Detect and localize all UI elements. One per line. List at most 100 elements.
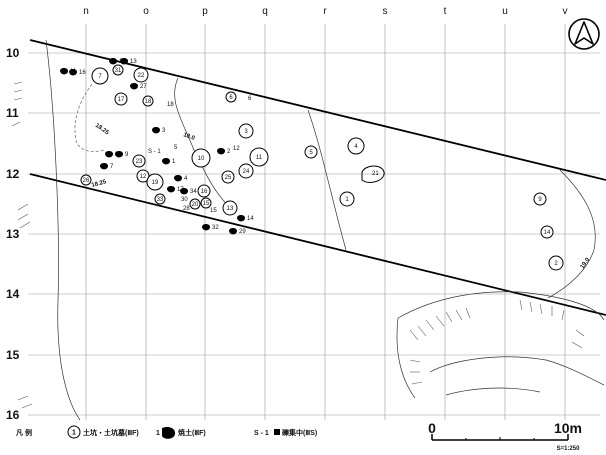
pit-marker: 16 [197,184,211,198]
scale-end-label: 10m [554,420,582,436]
legend-pit-label: 土坑・土坑墓(ⅢF) [83,428,139,437]
pit-marker: 33 [154,193,166,205]
pit-marker: 15 [200,197,212,209]
col-label-v: v [563,6,568,17]
pit-marker: 13 [222,200,238,216]
pit-marker: 17 [114,92,128,106]
burnt-soil-label: 4 [184,176,188,182]
contour-label: 19.0 [580,257,592,271]
burnt-soil-marker: 14 [237,215,254,222]
burnt-soil-label: 32 [212,225,219,231]
pit-label: 10 [198,156,205,162]
feature-label: 28 [183,206,190,212]
pit-label: 18 [145,99,152,105]
contour-label: 18.25 [91,179,108,189]
burnt-soil-label: 13 [130,59,137,65]
pit-marker: 7 [91,67,109,85]
pit-label: 9 [538,197,542,203]
burnt-soil-marker: 4 [174,175,188,182]
pit-label: 33 [157,197,164,203]
pit-label: 4 [354,144,358,150]
burnt-soil-label: 1 [172,159,176,165]
pit-marker: 10 [191,148,211,168]
legend-title: 凡 例 [16,428,32,437]
legend-burnt-number: 1 [156,430,160,437]
legend-cluster-symbol-icon [274,429,280,435]
burnt-soil-marker: 7 [100,163,114,170]
pit-label: 6 [229,95,233,101]
pit-label: 2 [554,261,558,267]
row-label-13: 13 [6,227,20,241]
pit-label: 17 [118,97,125,103]
pit-label: 26 [83,178,90,184]
pit-label: 3 [244,129,248,135]
pit-marker: 5 [304,145,318,159]
pit-21-outline [361,165,385,183]
burnt-soil-marker: 13 [120,58,137,65]
pit-marker: 11 [249,147,269,167]
burnt-soil-label: 3 [162,128,166,134]
pit-label: 16 [201,189,208,195]
pit-marker: 25 [221,170,235,184]
col-label-q: q [262,6,268,17]
legend-burnt-label: 焼土(ⅢF) [178,428,206,437]
pit-label: 5 [309,150,313,156]
pit-marker: 23 [132,154,146,168]
feature-label: 30 [181,197,188,203]
col-label-n: n [83,6,89,17]
pit-label: 19 [152,180,159,186]
burnt-soil-marker: 2 [217,148,231,155]
contour-label: 18.25 [94,123,110,137]
pit-marker: 4 [347,137,365,155]
pit-marker: 6 [225,91,237,103]
col-label-r: r [323,6,327,17]
burnt-soil-label: 2 [227,149,231,155]
row-label-16: 16 [6,408,20,422]
pit-marker: 2 [548,255,564,271]
row-label-12: 12 [6,167,20,181]
burnt-soil-label: 29 [239,229,246,235]
burnt-soil-label: 7 [110,164,114,170]
pit-marker: 3 [238,123,254,139]
feature-label: 6 [248,96,252,102]
pit-marker: 20 [189,198,201,210]
pit-label: 20 [192,202,199,208]
scale-start-label: 0 [428,420,436,436]
contour-label: 18.0 [182,132,196,142]
burnt-soil-marker: 9 [115,151,129,158]
feature-label: 12 [233,146,240,152]
terrain-lines [45,39,605,421]
burnt-soil-layer: 111612132787931417214322934 [60,58,254,235]
burnt-soil-label: 27 [140,84,147,90]
row-label-15: 15 [6,348,20,362]
burnt-soil-label: 34 [190,189,197,195]
grid-lines [28,24,600,420]
pit-label: 11 [256,155,263,161]
pit-marker: 22 [133,67,149,83]
pit-label: 15 [203,201,210,207]
pit-label: 23 [136,159,143,165]
feature-label: 18 [167,102,174,108]
legend-pit-symbol-icon [67,425,81,439]
pit-marker: 24 [238,163,254,179]
burnt-soil-marker: 29 [229,228,246,235]
burnt-soil-marker: 32 [202,224,219,231]
col-label-p: p [202,6,208,17]
feature-label: 5 [174,145,178,151]
burnt-soil-marker: 16 [69,69,86,76]
pit-label: 12 [140,174,147,180]
pit-label: 13 [227,206,234,212]
pit-label: 7 [98,74,102,80]
pit-label: 24 [243,169,250,175]
burnt-soil-label: 16 [79,70,86,76]
legend-pit-number: 1 [72,430,76,437]
north-arrow-icon [568,18,600,50]
feature-label: 15 [210,208,217,214]
pit-label: 25 [225,175,232,181]
burnt-soil-marker: 3 [152,127,166,134]
legend-cluster-symbol: S - 1 [254,430,269,437]
legend-cluster-label: 礫集中(ⅢS) [282,428,317,437]
scale-bar [431,434,569,441]
